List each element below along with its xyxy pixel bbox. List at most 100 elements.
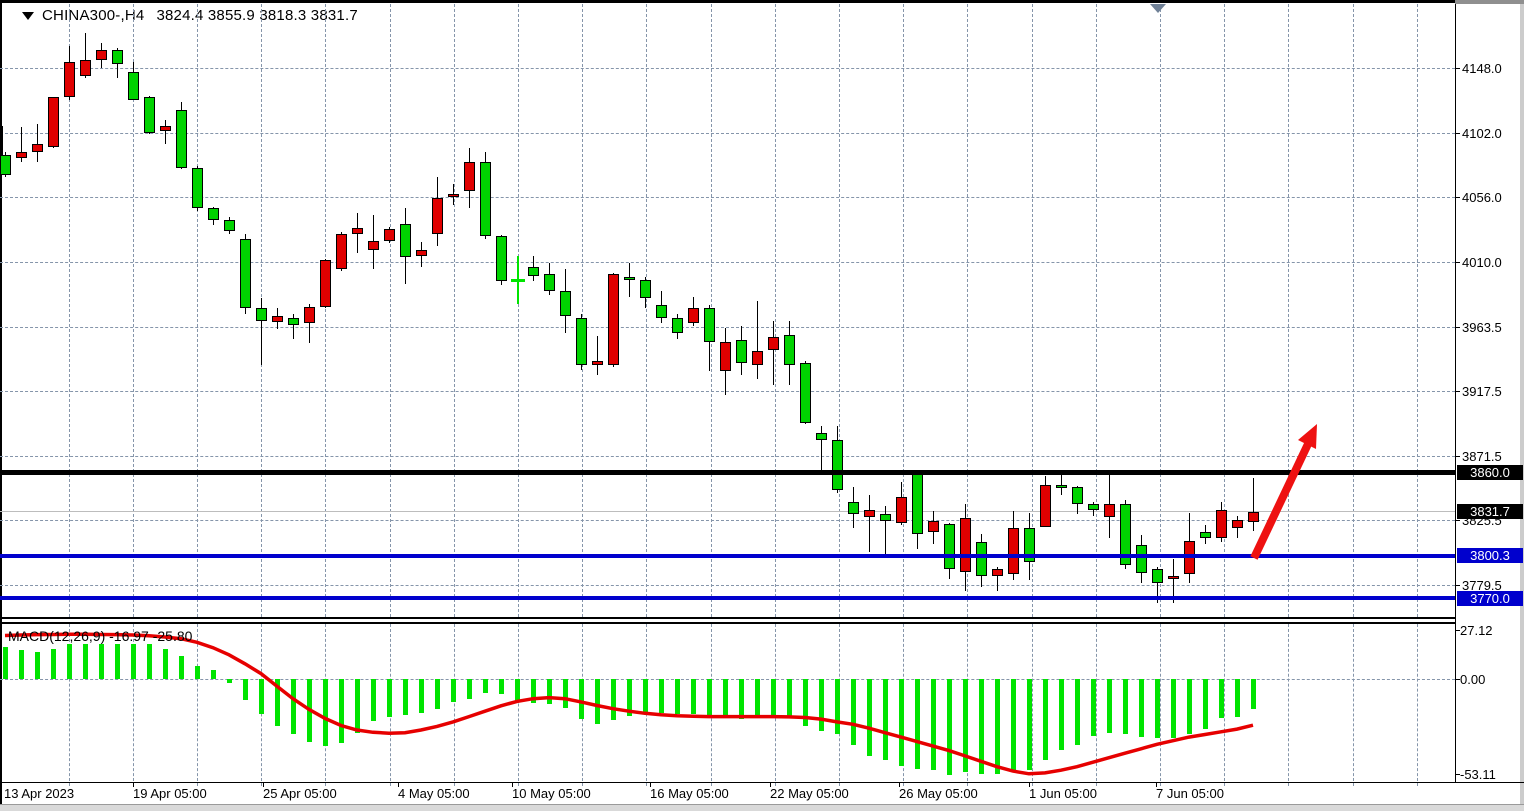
price-badge-3860.0: 3860.0 <box>1457 464 1523 480</box>
panel-separator-upper[interactable] <box>0 617 1456 619</box>
macd-histogram-bar <box>195 665 200 679</box>
macd-histogram-bar <box>1235 679 1240 718</box>
candle-bearish <box>816 432 827 440</box>
candle-wick <box>21 126 22 162</box>
macd-histogram-bar <box>259 679 264 714</box>
candle-bullish <box>928 521 939 533</box>
candle-bullish <box>48 97 59 147</box>
macd-histogram-bar <box>515 679 520 702</box>
time-axis-tick <box>1029 783 1030 787</box>
candle-bearish <box>256 307 267 321</box>
horizontal-gridline <box>0 391 1455 393</box>
vertical-gridline <box>1095 4 1097 617</box>
macd-histogram-bar <box>627 679 632 716</box>
candle-wick <box>37 124 38 162</box>
candle-bullish <box>1104 504 1115 517</box>
vertical-gridline <box>774 4 776 617</box>
candle-wick <box>869 494 870 553</box>
horizontal-line-object-3770[interactable] <box>0 596 1455 601</box>
macd-axis-tick <box>1455 630 1460 632</box>
macd-axis-label: 0.00 <box>1460 672 1486 687</box>
time-axis-label: 22 May 05:00 <box>770 786 849 801</box>
candle-bullish <box>464 162 475 192</box>
horizontal-gridline <box>0 132 1455 134</box>
time-axis-label: 26 May 05:00 <box>899 786 978 801</box>
scroll-position-marker-icon <box>1150 4 1166 13</box>
candle-bullish <box>432 198 443 234</box>
panel-separator-lower <box>0 622 1456 624</box>
macd-histogram-bar <box>1011 679 1016 773</box>
candle-bearish <box>288 317 299 325</box>
candle-bullish <box>64 62 75 98</box>
symbol-dropdown-icon[interactable] <box>22 12 34 20</box>
macd-histogram-bar <box>739 679 744 720</box>
macd-histogram-bar <box>547 679 552 704</box>
time-axis-tick <box>133 783 134 787</box>
candle-bearish <box>1200 532 1211 538</box>
candle-bearish <box>640 279 651 299</box>
candle-bearish <box>1072 487 1083 505</box>
macd-histogram-bar <box>387 679 392 718</box>
time-axis-label: 16 May 05:00 <box>650 786 729 801</box>
candle-bullish <box>608 274 619 366</box>
macd-histogram-bar <box>1075 679 1080 745</box>
macd-histogram-bar <box>211 669 216 679</box>
macd-histogram-bar <box>451 679 456 703</box>
candle-bearish <box>496 236 507 282</box>
macd-histogram-bar <box>1091 679 1096 737</box>
vertical-gridline <box>1288 624 1290 786</box>
vertical-gridline <box>582 4 584 617</box>
candle-bearish <box>912 472 923 534</box>
price-axis-tick <box>1455 197 1460 199</box>
vertical-gridline <box>453 624 455 786</box>
horizontal-gridline <box>0 326 1455 328</box>
doji-cross-body <box>511 278 525 282</box>
macd-histogram-bar <box>1171 679 1176 738</box>
candle-bearish <box>144 97 155 133</box>
macd-histogram-bar <box>179 655 184 679</box>
vertical-gridline <box>389 4 391 617</box>
candle-bullish <box>1040 484 1051 527</box>
candle-wick <box>165 119 166 144</box>
candle-bearish <box>192 167 203 209</box>
candle-bearish <box>480 162 491 237</box>
macd-histogram-bar <box>979 679 984 775</box>
macd-histogram-bar <box>1059 679 1064 750</box>
horizontal-gridline <box>0 585 1455 586</box>
candle-bearish <box>112 49 123 64</box>
candle-bullish <box>688 307 699 324</box>
macd-histogram-bar <box>51 648 56 679</box>
vertical-gridline <box>1416 624 1418 786</box>
vertical-gridline <box>1416 4 1418 617</box>
macd-histogram-bar <box>307 679 312 743</box>
candle-bullish <box>384 229 395 241</box>
window-border-top <box>0 0 1455 3</box>
price-axis-label: 4148.0 <box>1462 61 1502 76</box>
vertical-gridline <box>1352 4 1354 617</box>
horizontal-line-object-3800.3[interactable] <box>0 553 1455 558</box>
price-axis-line <box>1455 4 1456 783</box>
macd-histogram-bar <box>947 679 952 775</box>
macd-histogram-bar <box>435 679 440 709</box>
horizontal-line-object-3860[interactable] <box>0 469 1455 475</box>
candle-bearish <box>1152 568 1163 583</box>
macd-histogram-bar <box>323 679 328 746</box>
candle-bullish <box>448 194 459 198</box>
candle-wick <box>1253 477 1254 531</box>
candle-bullish <box>1168 575 1179 579</box>
candle-bearish <box>704 307 715 342</box>
candle-bearish <box>128 72 139 101</box>
time-axis-tick <box>512 783 513 787</box>
time-axis-tick <box>1156 783 1157 787</box>
candle-bullish <box>864 509 875 517</box>
price-axis-label: 3871.5 <box>1462 448 1502 464</box>
candle-wick <box>85 32 86 78</box>
candle-bullish <box>32 143 43 153</box>
macd-histogram-bar <box>595 679 600 724</box>
candle-bearish <box>800 362 811 423</box>
macd-histogram-bar <box>83 644 88 679</box>
candle-bearish <box>240 239 251 308</box>
macd-axis-tick <box>1455 679 1460 680</box>
vertical-gridline <box>1352 624 1354 786</box>
candle-bearish <box>1056 484 1067 488</box>
